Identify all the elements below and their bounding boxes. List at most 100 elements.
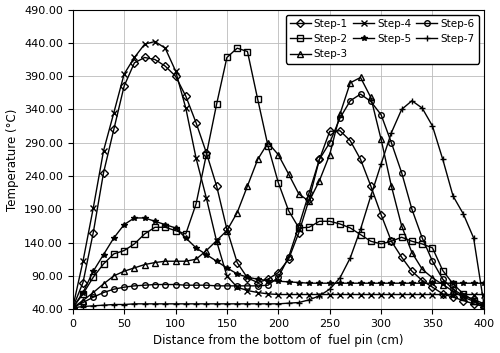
- Step-3: [470, 299, 476, 303]
- Step-6: [121, 285, 127, 289]
- Step-7: [111, 303, 117, 307]
- Step-2: [337, 222, 343, 226]
- Step-3: [70, 306, 75, 310]
- Step-2: [183, 232, 189, 236]
- Step-6: [306, 191, 312, 195]
- Step-2: [450, 282, 456, 286]
- Step-4: [162, 46, 168, 50]
- Step-3: [100, 282, 106, 286]
- Step-6: [430, 259, 436, 263]
- Step-3: [409, 251, 415, 255]
- Step-6: [132, 284, 138, 288]
- Step-5: [378, 281, 384, 285]
- Step-5: [152, 219, 158, 223]
- Step-2: [142, 232, 148, 236]
- Step-2: [244, 49, 250, 54]
- Step-5: [306, 281, 312, 285]
- Step-2: [470, 298, 476, 303]
- Step-5: [90, 269, 96, 273]
- Line: Step-2: Step-2: [70, 46, 486, 311]
- Step-4: [398, 292, 404, 297]
- Step-6: [214, 284, 220, 288]
- Step-4: [132, 55, 138, 60]
- Step-5: [121, 222, 127, 227]
- Step-4: [316, 292, 322, 297]
- Step-1: [100, 170, 106, 175]
- Step-3: [111, 274, 117, 278]
- Step-3: [152, 261, 158, 265]
- Step-7: [90, 304, 96, 308]
- Step-5: [348, 281, 354, 285]
- Step-1: [409, 269, 415, 273]
- Step-7: [326, 287, 332, 291]
- Step-3: [183, 259, 189, 263]
- Step-6: [398, 170, 404, 175]
- Step-6: [111, 287, 117, 291]
- Step-7: [348, 256, 354, 260]
- Step-7: [265, 302, 271, 306]
- Step-5: [286, 280, 292, 284]
- Step-3: [388, 184, 394, 188]
- Step-3: [430, 276, 436, 280]
- Step-1: [378, 213, 384, 217]
- Step-6: [254, 284, 260, 288]
- Step-2: [460, 292, 466, 296]
- Step-5: [265, 279, 271, 283]
- Step-6: [142, 283, 148, 287]
- Step-7: [419, 106, 425, 110]
- Step-2: [172, 228, 178, 233]
- Step-4: [142, 42, 148, 46]
- Step-7: [214, 302, 220, 306]
- Step-1: [348, 139, 354, 143]
- Step-2: [286, 209, 292, 213]
- Step-7: [254, 302, 260, 306]
- Step-6: [265, 283, 271, 287]
- Step-3: [316, 179, 322, 183]
- Step-2: [419, 242, 425, 246]
- Step-7: [470, 236, 476, 240]
- Step-1: [337, 128, 343, 133]
- Step-1: [481, 304, 487, 309]
- Step-7: [100, 303, 106, 307]
- Step-4: [378, 292, 384, 297]
- Step-3: [132, 266, 138, 270]
- Step-7: [460, 212, 466, 216]
- Step-4: [244, 288, 250, 293]
- Step-3: [378, 137, 384, 142]
- Step-5: [214, 259, 220, 263]
- Step-2: [430, 246, 436, 250]
- Step-1: [470, 302, 476, 306]
- Step-2: [100, 262, 106, 266]
- Step-4: [111, 110, 117, 115]
- Step-1: [276, 270, 281, 275]
- Step-2: [326, 219, 332, 223]
- Step-5: [162, 222, 168, 227]
- Step-3: [265, 140, 271, 145]
- Step-4: [470, 292, 476, 297]
- Step-5: [224, 266, 230, 270]
- Step-7: [368, 194, 374, 198]
- Step-1: [90, 231, 96, 235]
- Step-1: [460, 298, 466, 303]
- Step-4: [254, 291, 260, 295]
- Step-1: [142, 55, 148, 60]
- Step-7: [70, 306, 75, 310]
- Step-5: [430, 281, 436, 285]
- Step-3: [296, 192, 302, 196]
- Step-7: [132, 302, 138, 306]
- Step-6: [378, 113, 384, 117]
- Step-7: [450, 194, 456, 198]
- Step-1: [183, 94, 189, 98]
- Step-4: [450, 292, 456, 297]
- Step-7: [80, 304, 86, 309]
- Step-6: [481, 302, 487, 306]
- Step-6: [70, 306, 75, 310]
- Step-5: [111, 236, 117, 240]
- Step-6: [450, 287, 456, 291]
- Line: Step-5: Step-5: [70, 215, 486, 311]
- Step-1: [172, 74, 178, 78]
- Step-4: [326, 292, 332, 297]
- Step-6: [358, 92, 364, 96]
- Step-1: [204, 151, 210, 155]
- Step-6: [419, 236, 425, 240]
